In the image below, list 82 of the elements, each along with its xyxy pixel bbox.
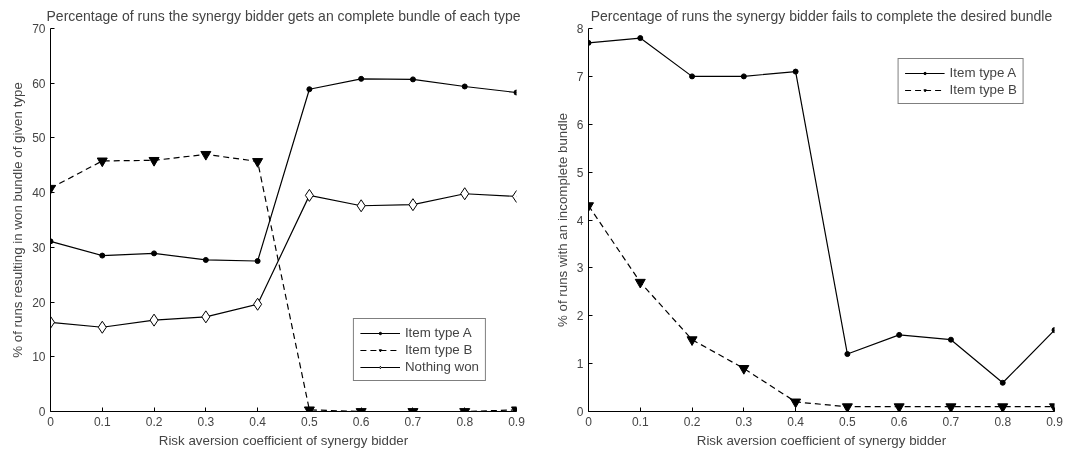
legend-label: Nothing won xyxy=(404,359,479,374)
point xyxy=(358,75,365,82)
point xyxy=(997,403,1009,412)
point xyxy=(408,198,418,212)
x-tick-label: 0.2 xyxy=(145,414,163,429)
point xyxy=(634,278,646,289)
point xyxy=(200,150,212,161)
x-tick-label: 0.9 xyxy=(1046,414,1064,429)
y-tick-label: 1 xyxy=(576,357,584,372)
legend-label: Item type B xyxy=(404,342,473,357)
point xyxy=(201,310,211,324)
y-tick-label: 30 xyxy=(32,240,46,255)
point xyxy=(409,76,416,83)
y-tick-label: 50 xyxy=(32,131,46,146)
y-tick-label: 2 xyxy=(576,309,584,324)
x-tick-label: 0.1 xyxy=(631,414,649,429)
x-tick-label: 0.5 xyxy=(301,414,319,429)
point xyxy=(637,35,644,42)
y-axis-title: % of runs resulting in won bundle of given type xyxy=(10,82,26,358)
point xyxy=(841,403,853,412)
point xyxy=(461,83,468,90)
x-tick-label: 0.4 xyxy=(249,414,267,429)
point xyxy=(253,297,263,311)
point xyxy=(792,68,799,75)
point xyxy=(738,365,750,375)
y-tick-label: 60 xyxy=(32,76,46,91)
x-tick-label: 0.7 xyxy=(942,414,960,429)
chart-title: Percentage of runs the synergy bidder fails to complete the desired bundle xyxy=(590,7,1053,24)
point xyxy=(896,331,903,338)
x-tick-label: 0.7 xyxy=(404,414,422,429)
x-tick-label: 0.3 xyxy=(197,414,215,429)
point xyxy=(306,86,313,93)
x-axis-title: Risk aversion coefficient of synergy bidder xyxy=(158,432,409,448)
point xyxy=(148,156,160,167)
point xyxy=(947,336,954,343)
point xyxy=(999,379,1006,386)
x-tick-label: 0.2 xyxy=(683,414,701,429)
y-axis-title: % of runs with an incomplete bundle xyxy=(554,112,570,328)
point xyxy=(689,73,696,80)
point xyxy=(893,403,905,412)
point xyxy=(686,336,698,346)
x-tick-label: 0.5 xyxy=(839,414,857,429)
y-tick-label: 6 xyxy=(576,117,584,132)
y-tick-label: 3 xyxy=(576,261,584,276)
x-tick-label: 0.1 xyxy=(93,414,111,429)
y-tick-label: 4 xyxy=(576,213,584,228)
x-tick-label: 0.6 xyxy=(352,414,370,429)
x-axis-title: Risk aversion coefficient of synergy bidder xyxy=(696,432,947,448)
x-tick-label: 0.8 xyxy=(994,414,1012,429)
point xyxy=(202,256,209,263)
legend-label: Item type A xyxy=(404,325,472,340)
point xyxy=(96,157,108,168)
point xyxy=(151,250,158,257)
y-tick-label: 40 xyxy=(32,186,46,201)
point xyxy=(304,188,314,202)
point xyxy=(945,403,957,412)
point xyxy=(97,320,107,334)
point xyxy=(252,158,264,168)
legend-label: Item type A xyxy=(949,65,1017,80)
point xyxy=(740,73,747,80)
point xyxy=(99,252,106,259)
x-tick-label: 0.3 xyxy=(735,414,753,429)
point xyxy=(356,199,366,213)
x-tick-label: 0.6 xyxy=(890,414,908,429)
y-tick-label: 5 xyxy=(576,165,584,180)
x-tick-label: 0.8 xyxy=(456,414,474,429)
point xyxy=(149,313,159,327)
point xyxy=(790,398,802,409)
y-tick-label: 20 xyxy=(32,295,46,310)
x-tick-label: 0.4 xyxy=(787,414,805,429)
y-tick-label: 10 xyxy=(32,350,46,365)
point xyxy=(254,258,261,265)
point xyxy=(460,187,470,201)
y-tick-label: 0 xyxy=(576,405,584,419)
y-tick-label: 0 xyxy=(38,405,46,419)
y-tick-label: 8 xyxy=(576,22,584,36)
y-tick-label: 70 xyxy=(32,22,46,36)
y-tick-label: 7 xyxy=(576,69,584,84)
x-tick-label: 0.9 xyxy=(508,414,526,429)
chart-title: Percentage of runs the synergy bidder gets an complete bundle of each type xyxy=(46,7,521,24)
point xyxy=(844,351,851,358)
legend-label: Item type B xyxy=(949,82,1017,97)
